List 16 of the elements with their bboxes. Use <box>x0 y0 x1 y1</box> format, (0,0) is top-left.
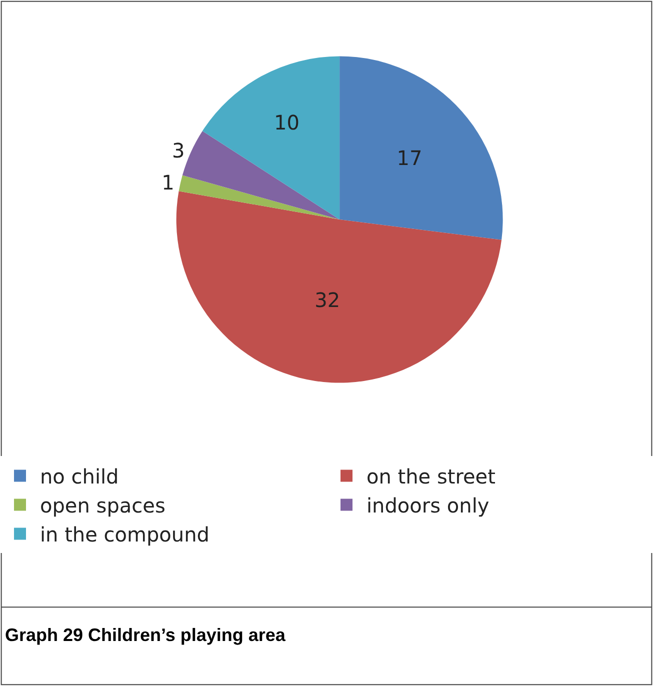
data-label: 10 <box>274 110 300 135</box>
data-label: 17 <box>396 146 422 170</box>
pie-slice <box>178 175 340 220</box>
legend-label: no child <box>40 464 119 488</box>
pie-slice <box>182 130 340 220</box>
data-label: 3 <box>172 138 185 162</box>
pie-slice <box>340 56 503 240</box>
pie-slice <box>202 56 340 220</box>
pie-slice <box>176 191 502 383</box>
legend-label: in the compound <box>40 522 210 546</box>
data-label: 1 <box>162 170 174 195</box>
data-label: 32 <box>314 288 340 312</box>
legend-label: open spaces <box>40 493 166 518</box>
legend-label: on the street <box>366 464 496 488</box>
caption: Graph 29 Children’s playing area <box>5 625 286 645</box>
legend-label: indoors only <box>366 493 490 518</box>
